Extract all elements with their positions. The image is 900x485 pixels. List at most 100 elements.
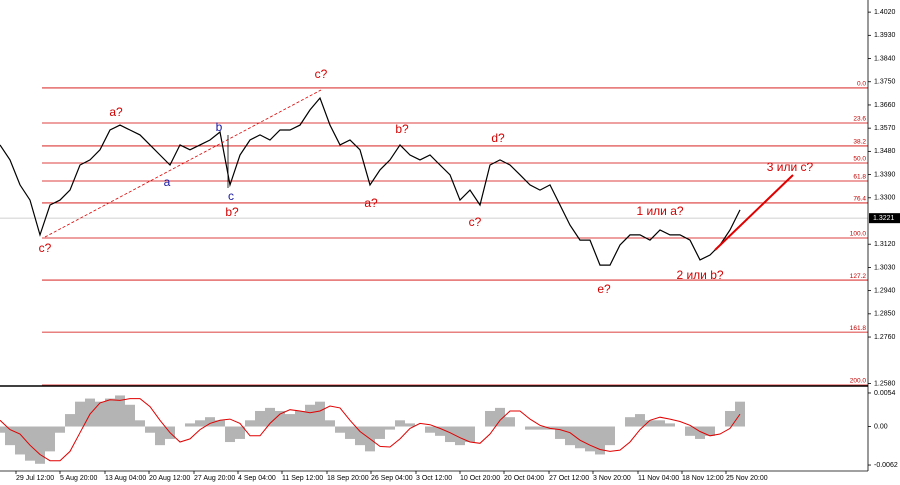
histogram-bar [645, 420, 655, 427]
wave-label: b [216, 120, 223, 134]
histogram-bar [585, 426, 595, 452]
y-tick-label: 1.2850 [874, 311, 896, 318]
x-tick-label: 4 Sep 04:00 [238, 475, 276, 482]
histogram-bar [375, 426, 385, 439]
wave-dashed-line [44, 89, 322, 238]
wave-label: 1 или a? [636, 204, 683, 218]
x-tick-label: 20 Aug 12:00 [149, 475, 190, 482]
histogram-bar [425, 426, 435, 433]
histogram-bar [255, 410, 265, 427]
y-tick-label: 1.3570 [874, 125, 896, 132]
histogram-bar [405, 423, 415, 427]
price-line [0, 96, 741, 266]
fib-label: 200.0 [850, 378, 867, 385]
histogram-bar [395, 420, 405, 427]
y-tick-label: 1.2580 [874, 380, 896, 387]
histogram-bar [75, 401, 85, 427]
y-tick-label: 1.2940 [874, 287, 896, 294]
fib-label: 50.0 [853, 156, 866, 163]
x-tick-label: 27 Oct 12:00 [549, 475, 589, 482]
histogram-bar [685, 426, 695, 436]
current-price-label: 1.3221 [873, 215, 895, 222]
histogram-bar [125, 404, 135, 427]
histogram-bar [525, 426, 535, 430]
x-tick-label: 10 Oct 20:00 [460, 475, 500, 482]
x-tick-label: 11 Nov 04:00 [638, 475, 679, 482]
histogram-bar [595, 426, 605, 455]
histogram-bar [35, 426, 45, 464]
fib-label: 100.0 [850, 231, 867, 238]
histogram-bar [575, 426, 585, 449]
histogram-bar [315, 401, 325, 427]
histogram-bar [115, 395, 125, 427]
x-tick-label: 3 Nov 20:00 [593, 475, 631, 482]
y-tick-label: 1.3660 [874, 102, 896, 109]
wave-label: d? [491, 131, 505, 145]
histogram-bar [295, 410, 305, 427]
y-tick-label: 0.00 [874, 423, 888, 430]
y-tick-label: 0.0054 [874, 390, 896, 397]
histogram-bar [15, 426, 25, 455]
histogram-bar [195, 420, 205, 427]
histogram-bar [455, 426, 465, 446]
x-tick-label: 3 Oct 12:00 [416, 475, 452, 482]
y-tick-label: 1.3750 [874, 79, 896, 86]
histogram-bar [105, 398, 115, 427]
wave-label: 2 или b? [676, 268, 723, 282]
histogram-bar [435, 426, 445, 436]
y-tick-label: 1.3120 [874, 241, 896, 248]
fib-label: 76.4 [853, 196, 866, 203]
histogram-bar [85, 398, 95, 427]
histogram-bar [155, 426, 165, 446]
y-tick-label: 1.3840 [874, 55, 896, 62]
histogram-bar [445, 426, 455, 443]
x-tick-label: 11 Sep 12:00 [282, 475, 323, 482]
y-tick-label: 1.4020 [874, 9, 896, 16]
histogram-bar [265, 407, 275, 427]
histogram-bar [535, 426, 545, 430]
histogram-bar [495, 407, 505, 427]
histogram-bar [245, 420, 255, 427]
y-tick-label: 1.3930 [874, 32, 896, 39]
histogram-bar [285, 414, 295, 427]
wave-label: c? [469, 215, 482, 229]
x-tick-label: 27 Aug 20:00 [194, 475, 235, 482]
fib-label: 0.0 [857, 81, 866, 88]
histogram-bar [355, 426, 365, 446]
histogram-bar [235, 426, 245, 439]
histogram-bar [705, 426, 715, 436]
histogram-bar [185, 423, 195, 427]
histogram-bar [5, 426, 15, 446]
wave-label: b? [395, 122, 409, 136]
histogram-bar [625, 417, 635, 427]
histogram-bar [655, 420, 665, 427]
histogram-bar [325, 420, 335, 427]
histogram-bar [145, 426, 155, 433]
wave-label: a [164, 175, 171, 189]
wave-label: c [228, 189, 234, 203]
wave-label: b? [225, 205, 239, 219]
x-tick-label: 13 Aug 04:00 [105, 475, 146, 482]
histogram-bar [635, 414, 645, 427]
histogram-bar [25, 426, 35, 461]
histogram-bar [225, 426, 235, 443]
y-tick-label: 1.3480 [874, 148, 896, 155]
histogram-bar [45, 426, 55, 452]
x-tick-label: 20 Oct 04:00 [504, 475, 544, 482]
histogram-bar [0, 426, 5, 433]
histogram-bar [135, 420, 145, 427]
wave-label: a? [109, 105, 123, 119]
wave-projection [714, 174, 794, 251]
histogram-bar [215, 420, 225, 427]
wave-label: c? [39, 241, 52, 255]
histogram-bar [305, 404, 315, 427]
fib-label: 61.8 [853, 174, 866, 181]
histogram-bar [335, 426, 345, 433]
histogram-bar [665, 423, 675, 427]
wave-label: e? [597, 282, 611, 296]
y-tick-label: 1.3300 [874, 195, 896, 202]
histogram-bar [65, 414, 75, 427]
histogram-bar [735, 401, 745, 427]
